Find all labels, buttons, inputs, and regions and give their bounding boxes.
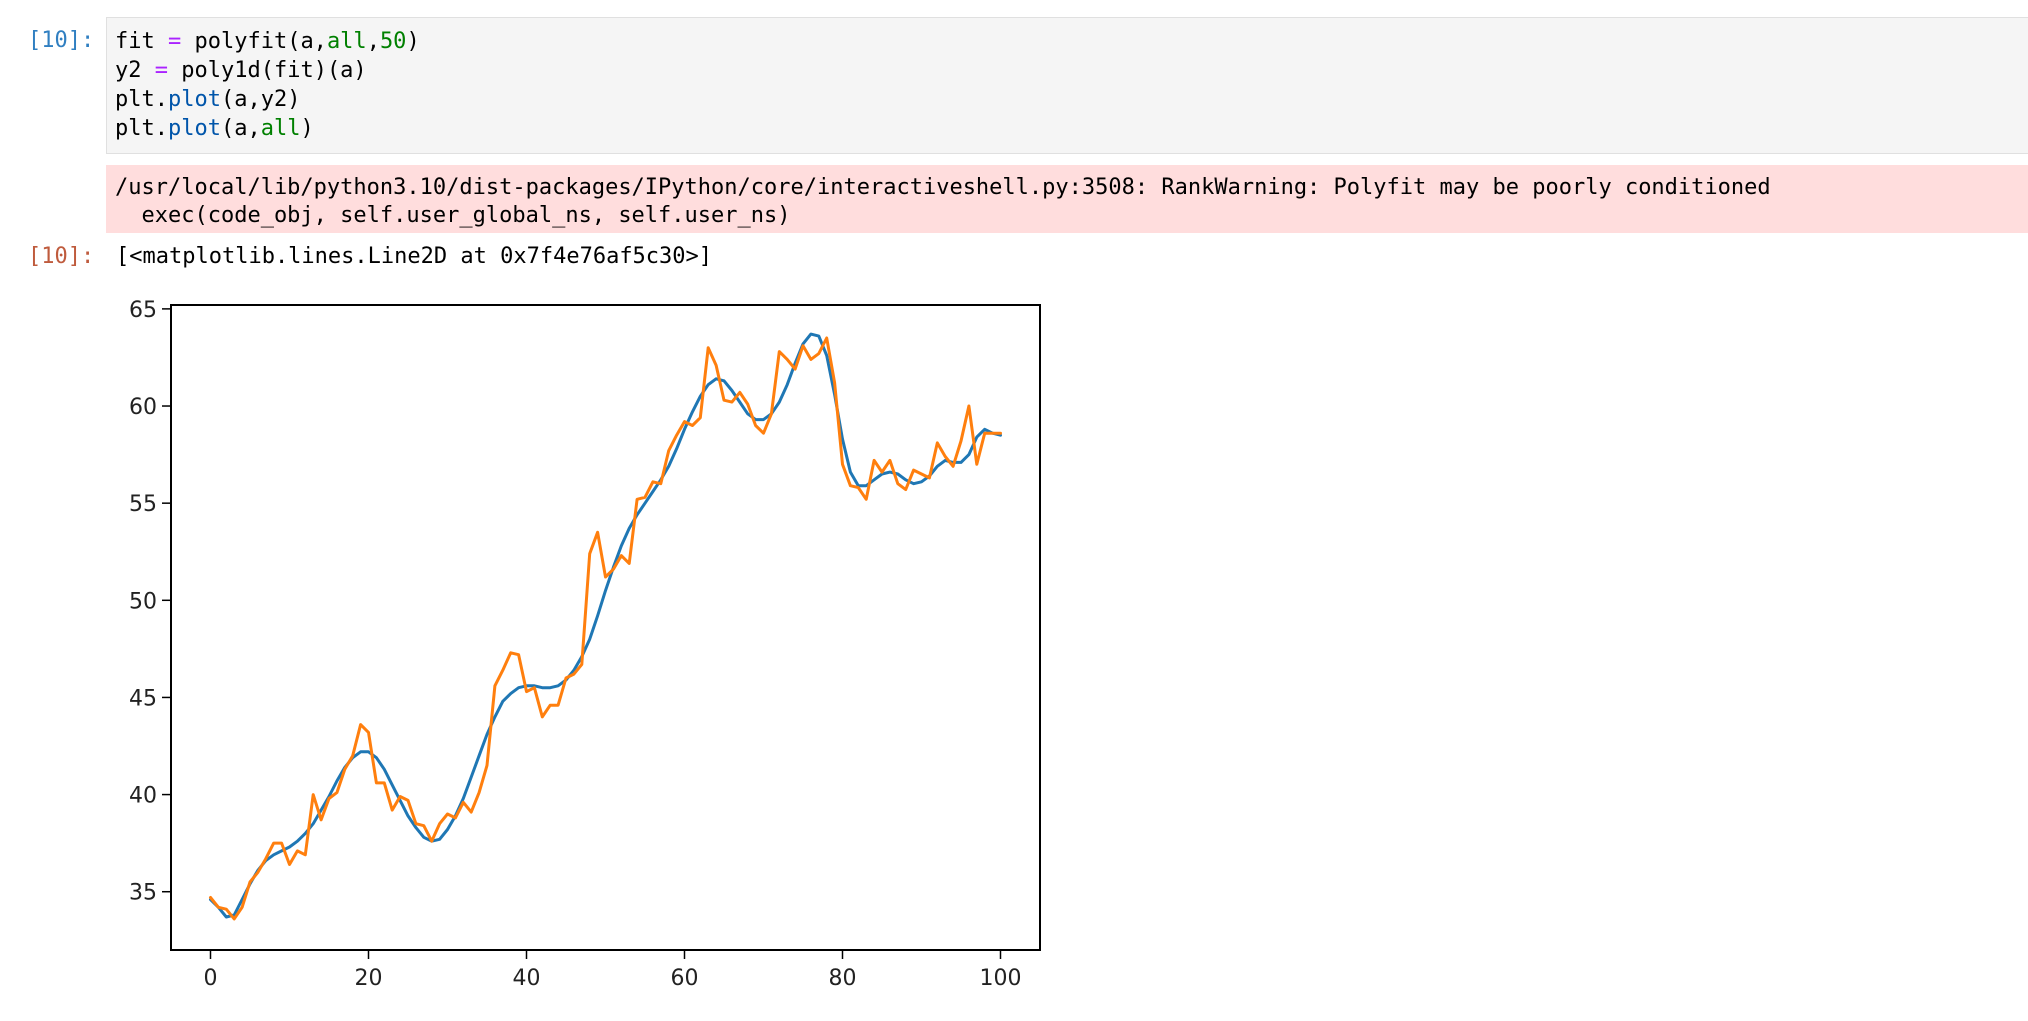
- code-token: polyfit(a,: [181, 29, 327, 54]
- code-line: plt.plot(a,y2): [115, 85, 300, 114]
- code-line: plt.plot(a,all): [115, 114, 314, 143]
- series-line-2: [209, 336, 1002, 921]
- code-token: y2: [115, 58, 155, 83]
- y-tick-label: 40: [129, 784, 157, 809]
- code-token: ): [300, 116, 314, 141]
- x-tick-label: 20: [355, 966, 383, 991]
- code-token: all: [260, 116, 301, 141]
- code-line: fit = polyfit(a,all,50): [115, 27, 420, 56]
- code-token: 50: [379, 29, 407, 54]
- output-text: [<matplotlib.lines.Line2D at 0x7f4e76af5…: [116, 244, 713, 269]
- y-tick-label: 60: [129, 395, 157, 420]
- code-token: plt.: [115, 87, 168, 112]
- stderr-line: exec(code_obj, self.user_global_ns, self…: [115, 203, 791, 228]
- code-cell[interactable]: fit = polyfit(a,all,50) y2 = poly1d(fit)(…: [106, 17, 2028, 154]
- code-token: plot: [167, 87, 221, 112]
- code-token: =: [167, 29, 182, 54]
- y-tick-label: 65: [129, 298, 157, 323]
- code-token: (a,: [220, 116, 261, 141]
- plot-frame: [170, 304, 1041, 951]
- code-token: ): [406, 29, 420, 54]
- y-tick-label: 35: [129, 881, 157, 906]
- y-tick-label: 55: [129, 492, 157, 517]
- code-token: plot: [167, 116, 221, 141]
- code-token: all: [326, 29, 367, 54]
- code-token: ,: [366, 29, 380, 54]
- stderr-output: /usr/local/lib/python3.10/dist-packages/…: [106, 165, 2028, 233]
- input-prompt: [10]:: [28, 28, 95, 53]
- code-token: plt.: [115, 116, 168, 141]
- x-tick-label: 100: [980, 966, 1022, 991]
- output-prompt: [10]:: [28, 244, 95, 269]
- code-token: poly1d(fit)(a): [168, 58, 367, 83]
- code-token: =: [154, 58, 168, 83]
- y-tick-label: 50: [129, 589, 157, 614]
- line-chart: 0 20 40 60 80 100 35 40 45 50 55 60 65: [129, 298, 1041, 991]
- x-tick-label: 0: [204, 966, 218, 991]
- x-tick-label: 80: [829, 966, 857, 991]
- stderr-line: /usr/local/lib/python3.10/dist-packages/…: [115, 175, 1771, 200]
- code-token: (a,y2): [220, 87, 301, 112]
- code-token: fit: [115, 29, 168, 54]
- series-line-1: [209, 332, 1002, 919]
- x-tick-label: 60: [671, 966, 699, 991]
- y-tick-label: 45: [129, 686, 157, 711]
- x-tick-label: 40: [513, 966, 541, 991]
- code-line: y2 = poly1d(fit)(a): [115, 56, 367, 85]
